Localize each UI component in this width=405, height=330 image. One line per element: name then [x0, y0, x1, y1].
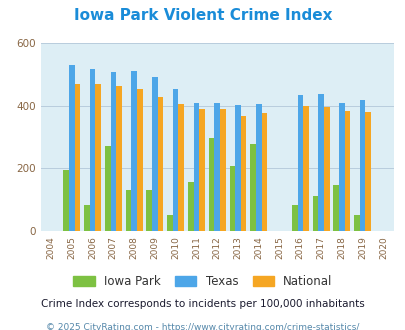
Bar — [126, 190, 131, 231]
Bar — [255, 104, 261, 231]
Bar — [173, 89, 178, 231]
Bar — [136, 89, 142, 231]
Bar — [234, 105, 240, 231]
Bar — [152, 77, 157, 231]
Bar — [303, 106, 308, 231]
Bar — [188, 182, 193, 231]
Bar — [318, 94, 323, 231]
Bar — [354, 215, 359, 231]
Bar — [297, 95, 303, 231]
Bar — [208, 138, 214, 231]
Bar — [338, 103, 344, 231]
Bar — [193, 103, 199, 231]
Bar — [312, 196, 318, 231]
Bar — [104, 146, 110, 231]
Bar — [250, 144, 255, 231]
Bar — [131, 71, 136, 231]
Bar — [229, 166, 234, 231]
Text: Iowa Park Violent Crime Index: Iowa Park Violent Crime Index — [74, 8, 331, 23]
Bar — [63, 171, 69, 231]
Text: Crime Index corresponds to incidents per 100,000 inhabitants: Crime Index corresponds to incidents per… — [41, 299, 364, 309]
Bar — [69, 65, 75, 231]
Bar — [157, 96, 163, 231]
Bar — [84, 205, 90, 231]
Bar — [359, 100, 364, 231]
Bar — [95, 84, 101, 231]
Bar — [323, 107, 329, 231]
Bar — [364, 112, 370, 231]
Bar — [220, 109, 225, 231]
Bar — [291, 205, 297, 231]
Bar — [344, 111, 350, 231]
Bar — [90, 69, 95, 231]
Bar — [178, 104, 183, 231]
Bar — [214, 103, 220, 231]
Bar — [333, 185, 338, 231]
Bar — [110, 72, 116, 231]
Legend: Iowa Park, Texas, National: Iowa Park, Texas, National — [70, 272, 335, 292]
Bar — [261, 113, 266, 231]
Bar — [167, 215, 173, 231]
Bar — [75, 84, 80, 231]
Text: © 2025 CityRating.com - https://www.cityrating.com/crime-statistics/: © 2025 CityRating.com - https://www.city… — [46, 323, 359, 330]
Bar — [199, 109, 205, 231]
Bar — [240, 115, 246, 231]
Bar — [116, 85, 121, 231]
Bar — [146, 190, 152, 231]
